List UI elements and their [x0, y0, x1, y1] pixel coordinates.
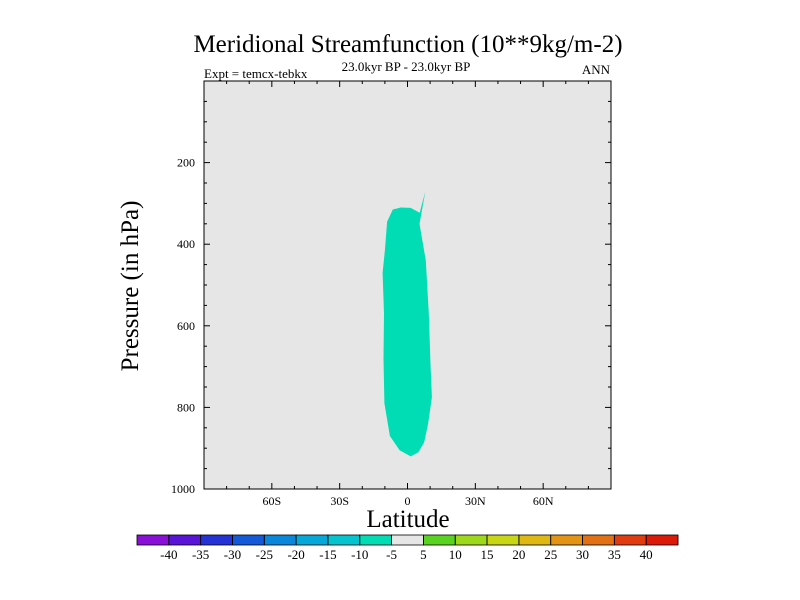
colorbar-swatch: [359, 535, 392, 545]
colorbar-label: 40: [640, 547, 653, 562]
x-tick-label: 60S: [262, 494, 281, 508]
colorbar-swatch: [614, 535, 647, 545]
chart-title: Meridional Streamfunction (10**9kg/m-2): [193, 31, 622, 58]
colorbar-swatch: [137, 535, 170, 545]
colorbar-label: -40: [160, 547, 177, 562]
period-subtitle: 23.0kyr BP - 23.0kyr BP: [342, 59, 471, 74]
colorbar-label: 35: [608, 547, 621, 562]
x-tick-label: 0: [405, 494, 411, 508]
experiment-label: Expt = temcx-tebkx: [204, 66, 308, 81]
colorbar-swatch: [550, 535, 583, 545]
colorbar-swatch: [487, 535, 520, 545]
contour-regions: [382, 191, 432, 457]
colorbar-swatch: [423, 535, 456, 545]
colorbar-label: 20: [512, 547, 525, 562]
colorbar-label: 5: [420, 547, 427, 562]
contour-region-negative-cell: [382, 191, 432, 457]
colorbar-label: 25: [544, 547, 557, 562]
y-tick-label: 400: [177, 237, 195, 251]
colorbar-label: -20: [287, 547, 304, 562]
colorbar-swatch: [168, 535, 202, 545]
y-axis-ticks: 200 400 600 800 1000: [171, 100, 611, 496]
colorbar-label: -15: [319, 547, 336, 562]
colorbar-swatch: [296, 535, 329, 545]
colorbar: -40 -35 -30 -25 -20 -15 -10 -5 5 10 15 20 25 30 35 40: [136, 534, 679, 562]
y-tick-label: 200: [177, 156, 195, 170]
colorbar-label: -35: [192, 547, 209, 562]
colorbar-swatch: [327, 535, 361, 545]
colorbar-label: -30: [224, 547, 241, 562]
colorbar-swatch: [264, 535, 297, 545]
colorbar-swatch: [582, 535, 615, 545]
x-tick-label: 30N: [465, 494, 486, 508]
colorbar-swatch: [232, 535, 265, 545]
y-tick-label: 800: [177, 400, 195, 414]
colorbar-swatch: [646, 535, 679, 545]
x-tick-label: 60N: [533, 494, 554, 508]
x-tick-label: 30S: [330, 494, 349, 508]
y-axis-title: Pressure (in hPa): [117, 201, 144, 372]
colorbar-swatch: [200, 535, 233, 545]
y-tick-label: 1000: [171, 482, 195, 496]
x-axis-title: Latitude: [366, 506, 449, 533]
colorbar-label: 30: [576, 547, 589, 562]
colorbar-label: 10: [449, 547, 462, 562]
season-label: ANN: [582, 62, 611, 77]
colorbar-label: 15: [481, 547, 494, 562]
y-tick-label: 600: [177, 319, 195, 333]
colorbar-swatch-border: [645, 534, 679, 546]
colorbar-swatch: [391, 535, 424, 545]
plot-frame: [203, 80, 612, 490]
x-axis-ticks: 60S 30S 0 30N 60N: [203, 81, 612, 508]
colorbar-swatch: [518, 535, 552, 545]
colorbar-label: -10: [351, 547, 368, 562]
colorbar-label: -25: [256, 547, 273, 562]
colorbar-swatch: [455, 535, 488, 545]
colorbar-label: -5: [386, 547, 397, 562]
